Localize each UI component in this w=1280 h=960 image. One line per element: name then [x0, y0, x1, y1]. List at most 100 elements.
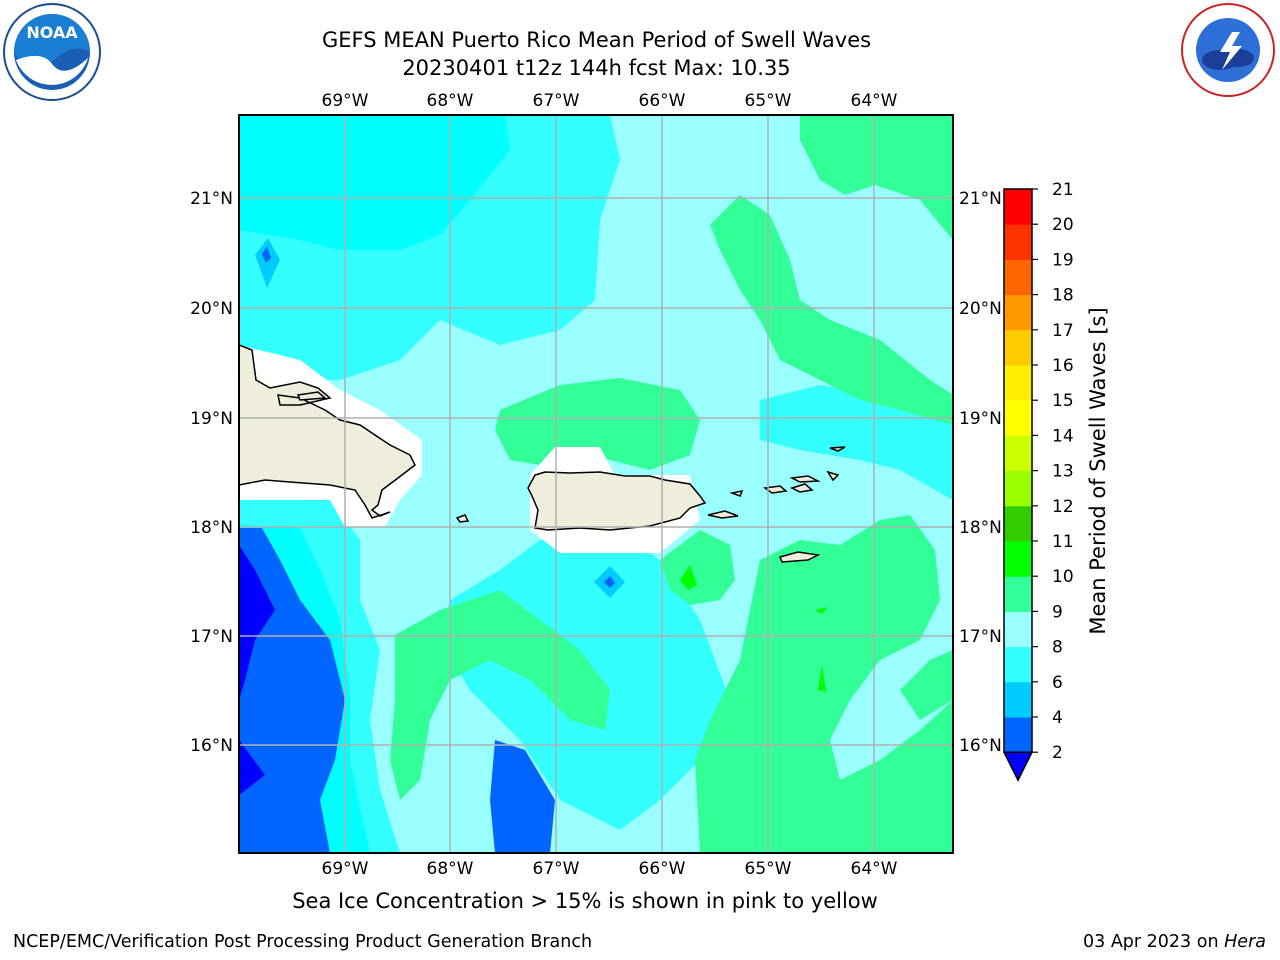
colorbar-level — [1004, 717, 1032, 753]
colorbar-tick-label: 16 — [1052, 356, 1074, 376]
colorbar-tick-label: 14 — [1052, 426, 1074, 446]
field-level-9-10-center — [495, 378, 700, 470]
colorbar-ticks: 2 4 6 8 9 10 11 12 13 14 15 16 17 18 19 20 21 — [1032, 180, 1074, 763]
colorbar-tick-label: 11 — [1052, 532, 1074, 552]
sea-ice-note: Sea Ice Concentration > 15% is shown in … — [292, 889, 878, 913]
lon-label: 68°W — [427, 859, 474, 879]
land-st-croix — [778, 551, 821, 563]
colorbar-tick-label: 9 — [1052, 602, 1063, 622]
noaa-logo-text: NOAA — [26, 23, 78, 42]
colorbar-tick-label: 17 — [1052, 321, 1074, 341]
field-level-10-11-a — [680, 565, 697, 590]
lon-label: 69°W — [322, 859, 369, 879]
colorbar-level — [1004, 400, 1032, 436]
colorbar-tick-label: 6 — [1052, 673, 1063, 693]
colorbar-tick-label: 13 — [1052, 462, 1074, 482]
lon-label: 69°W — [322, 91, 369, 111]
lat-label: 17°N — [959, 627, 1002, 647]
colorbar-level — [1004, 505, 1032, 542]
colorbar-tick-label: 8 — [1052, 638, 1063, 658]
field-level-2-4-spot-nw — [262, 246, 271, 263]
colorbar-tick-label: 20 — [1052, 215, 1074, 235]
colorbar-tick-label: 15 — [1052, 391, 1074, 411]
footer-date: 03 Apr 2023 on Hera — [1082, 932, 1266, 952]
lon-label: 64°W — [851, 859, 898, 879]
colorbar-tick-label: 10 — [1052, 567, 1074, 587]
colorbar-level — [1004, 259, 1032, 296]
land-st-thomas — [763, 485, 788, 494]
colorbar-level — [1004, 470, 1032, 507]
lon-label: 65°W — [745, 859, 792, 879]
land-st-john — [789, 483, 814, 493]
lon-label: 66°W — [639, 859, 686, 879]
field-level-10-11-b — [818, 665, 826, 692]
field-level-9-10-central-south — [660, 530, 735, 605]
lon-labels-bottom: 69°W 68°W 67°W 66°W 65°W 64°W — [322, 859, 898, 879]
lon-label: 65°W — [745, 91, 792, 111]
field-level-9-10-east-edge — [900, 650, 953, 720]
land-hispaniola — [239, 344, 416, 519]
lon-label: 67°W — [533, 91, 580, 111]
colorbar — [1002, 188, 1034, 782]
land-anegada — [829, 446, 846, 452]
lat-labels-right: 21°N 20°N 19°N 18°N 17°N 16°N — [959, 189, 1002, 756]
field-level-9-10-ne2 — [710, 195, 953, 425]
colorbar-level — [1004, 646, 1032, 683]
colorbar-level — [1004, 329, 1032, 366]
footer-machine: Hera — [1224, 932, 1266, 952]
colorbar-level — [1004, 294, 1032, 331]
lon-label: 64°W — [851, 91, 898, 111]
field-level-2-4-spot-s — [604, 576, 615, 588]
colorbar-tick-label: 21 — [1052, 180, 1074, 200]
field-level-6-8-east — [760, 385, 953, 500]
colorbar-tick-label: 19 — [1052, 250, 1074, 270]
colorbar-label: Mean Period of Swell Waves [s] — [1086, 307, 1110, 634]
land-virgin-gorda — [826, 470, 840, 482]
lat-label: 16°N — [190, 736, 233, 756]
map-gridlines — [239, 115, 953, 853]
colorbar-tick-label: 12 — [1052, 497, 1074, 517]
colorbar-level — [1004, 224, 1032, 260]
colorbar-level — [1004, 576, 1032, 612]
colorbar-under-triangle — [1002, 751, 1034, 782]
colorbar-tick-label: 2 — [1052, 743, 1063, 763]
field-level-10-11-c — [815, 607, 828, 614]
lon-label: 68°W — [427, 91, 474, 111]
field-level-4-6-nw — [239, 115, 510, 250]
field-level-9-10-ne — [800, 115, 953, 240]
land-navassa-top — [296, 391, 327, 401]
field-level-under-2-west — [239, 545, 275, 700]
land-mona-island — [455, 514, 470, 523]
map-title: GEFS MEAN Puerto Rico Mean Period of Swe… — [321, 28, 872, 52]
lat-labels-left: 21°N 20°N 19°N 18°N 17°N 16°N — [190, 189, 233, 756]
map-subtitle: 20230401 t12z 144h fcst Max: 10.35 — [402, 56, 791, 80]
footer-branch: NCEP/EMC/Verification Post Processing Pr… — [13, 932, 593, 952]
field-level-9-10-sw-band — [390, 590, 610, 800]
lat-label: 18°N — [959, 518, 1002, 538]
lon-label: 67°W — [533, 859, 580, 879]
lat-label: 16°N — [959, 736, 1002, 756]
lat-label: 21°N — [959, 189, 1002, 209]
lat-label: 17°N — [190, 627, 233, 647]
lon-labels-top: 69°W 68°W 67°W 66°W 65°W 64°W — [322, 91, 898, 111]
colorbar-level — [1004, 681, 1032, 718]
lon-label: 66°W — [639, 91, 686, 111]
field-level-2-4-south — [490, 740, 555, 853]
colorbar-level — [1004, 189, 1032, 225]
lat-label: 20°N — [190, 299, 233, 319]
nws-logo — [1180, 2, 1276, 98]
colorbar-tick-label: 18 — [1052, 286, 1074, 306]
land-tortola — [789, 475, 821, 483]
field-level-under-2-sw — [239, 740, 265, 795]
lat-label: 18°N — [190, 518, 233, 538]
map-frame — [238, 114, 954, 854]
lat-label: 20°N — [959, 299, 1002, 319]
lat-label: 19°N — [959, 409, 1002, 429]
noaa-logo: NOAA — [2, 2, 102, 102]
colorbar-level — [1004, 611, 1032, 648]
land-vieques — [707, 510, 739, 519]
land-puerto-rico — [527, 471, 707, 531]
colorbar-level — [1004, 435, 1032, 472]
field-level-4-6-spot-nw — [255, 238, 280, 288]
